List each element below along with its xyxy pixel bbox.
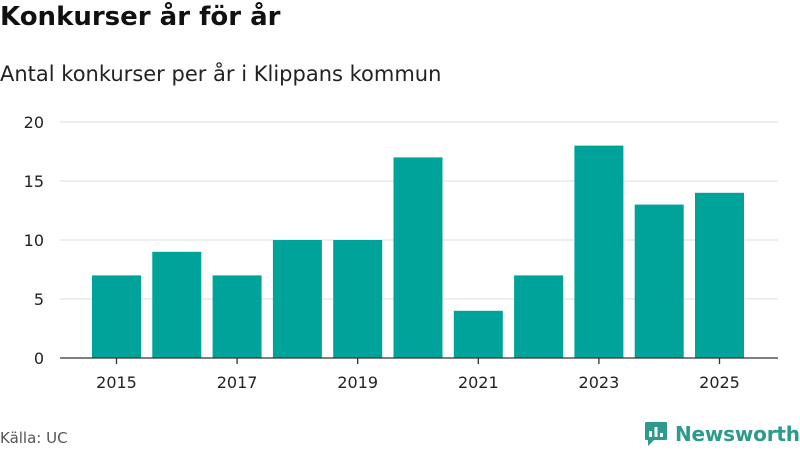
newsworthy-logo-icon <box>645 422 667 446</box>
x-tick-label: 2017 <box>217 373 258 392</box>
chart-subtitle: Antal konkurser per år i Klippans kommun <box>0 62 442 86</box>
brand-name: Newsworthy <box>675 422 800 446</box>
x-tick-label: 2021 <box>458 373 499 392</box>
bar-2024 <box>634 204 684 358</box>
y-tick-label: 20 <box>24 113 44 132</box>
bar-2018 <box>272 240 322 358</box>
y-tick-label: 15 <box>24 172 44 191</box>
bar-2019 <box>333 240 383 358</box>
bar-2021 <box>453 310 503 358</box>
bar-2025 <box>695 192 744 358</box>
bar-2022 <box>514 275 564 358</box>
bars <box>92 145 744 358</box>
y-tick-label: 5 <box>34 290 44 309</box>
bar-2016 <box>152 251 202 358</box>
x-tick-label: 2015 <box>96 373 137 392</box>
chart-title: Konkurser år för år <box>0 2 281 32</box>
x-tick-label: 2019 <box>337 373 378 392</box>
bar-2023 <box>574 145 624 358</box>
source-note: Källa: UC <box>0 429 68 447</box>
x-tick-label: 2023 <box>579 373 620 392</box>
bar-2017 <box>212 275 262 358</box>
y-tick-label: 0 <box>34 349 44 368</box>
bar-2015 <box>92 275 141 358</box>
y-tick-label: 10 <box>24 231 44 250</box>
x-tick-label: 2025 <box>699 373 740 392</box>
axes: 0 5 10 15 20 2015 2017 2019 2021 2023 2025 <box>24 113 778 392</box>
bar-2020 <box>393 157 443 358</box>
brand-logo: Newsworthy <box>644 421 800 447</box>
